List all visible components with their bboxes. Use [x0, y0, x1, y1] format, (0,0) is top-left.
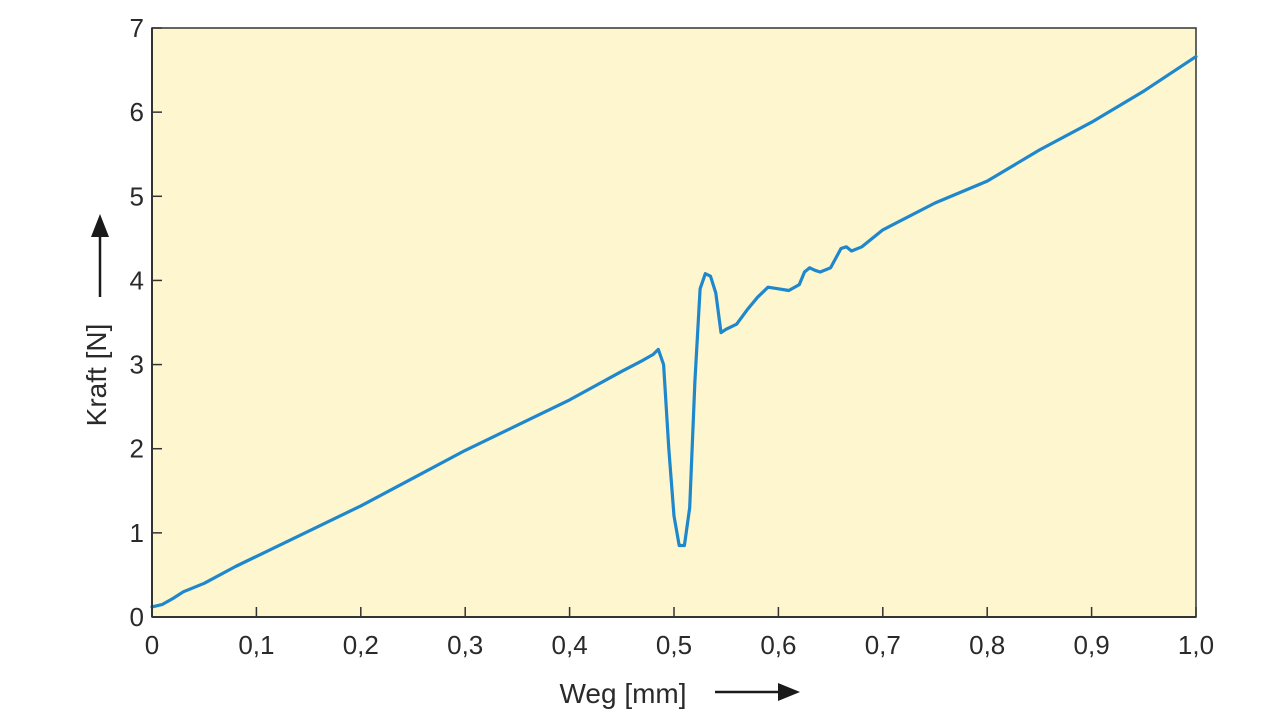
y-axis-arrow: [91, 214, 109, 297]
y-tick-label: 6: [130, 97, 144, 127]
x-axis-arrow: [715, 683, 800, 701]
x-axis-ticks: 0 0,1 0,2 0,3 0,4 0,5 0,6 0,7 0,8 0,9 1,0: [145, 607, 1214, 660]
x-tick-label: 0: [145, 630, 159, 660]
y-axis-ticks: 0 1 2 3 4 5 6 7: [130, 13, 162, 632]
x-tick-label: 0,7: [865, 630, 901, 660]
x-tick-label: 0,3: [447, 630, 483, 660]
x-axis-label: Weg [mm]: [559, 678, 686, 709]
y-axis-arrow-head: [91, 214, 109, 237]
y-tick-label: 2: [130, 434, 144, 464]
y-tick-label: 7: [130, 13, 144, 43]
x-tick-label: 0,5: [656, 630, 692, 660]
x-tick-label: 1,0: [1178, 630, 1214, 660]
plot-area: [151, 27, 1197, 618]
x-tick-label: 0,9: [1074, 630, 1110, 660]
x-tick-label: 0,1: [238, 630, 274, 660]
x-axis-arrow-head: [778, 683, 800, 701]
y-tick-label: 4: [130, 265, 144, 295]
x-tick-label: 0,2: [343, 630, 379, 660]
y-tick-label: 1: [130, 518, 144, 548]
y-tick-label: 5: [130, 181, 144, 211]
y-tick-label: 0: [130, 602, 144, 632]
x-tick-label: 0,4: [552, 630, 588, 660]
x-tick-label: 0,6: [760, 630, 796, 660]
series-line: [150, 55, 1198, 609]
y-axis-label: Kraft [N]: [81, 324, 112, 427]
y-tick-label: 3: [130, 350, 144, 380]
x-tick-label: 0,8: [969, 630, 1005, 660]
